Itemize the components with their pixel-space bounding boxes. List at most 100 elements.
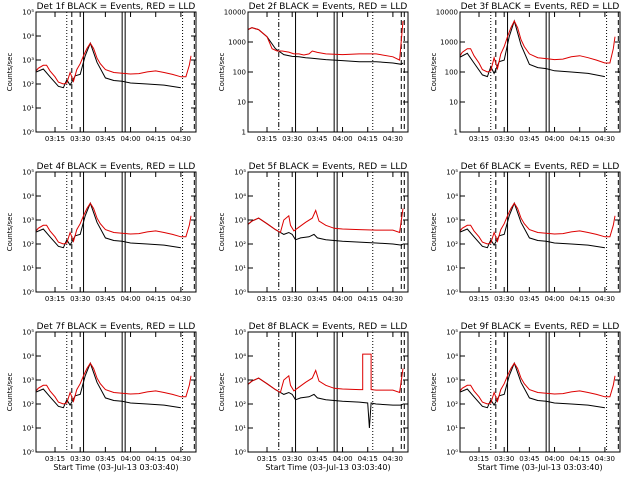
y-tick-label: 10¹ — [234, 425, 246, 433]
panel-4: Det 4f BLACK = Events, RED = LLD 10⁰ 10¹ 10… — [6, 162, 197, 303]
x-axis-label: Start Time (03-Jul-13 03:03:40) — [53, 463, 178, 472]
y-tick-label: 10² — [234, 241, 246, 249]
x-tick-label: 04:00 — [544, 135, 564, 143]
y-tick-label: 10⁵ — [22, 9, 34, 17]
y-tick-label: 10¹ — [22, 425, 34, 433]
y-tick-label: 1 — [242, 129, 246, 137]
y-tick-label: 1 — [454, 129, 458, 137]
panel-title: Det 6f BLACK = Events, RED = LLD — [461, 162, 620, 172]
plot-frame — [247, 331, 409, 453]
lld-series-line — [460, 202, 616, 245]
y-tick-label: 10³ — [22, 377, 34, 385]
y-tick-label: 10⁴ — [446, 193, 458, 201]
marker-lines — [66, 172, 195, 292]
y-tick-label: 10⁵ — [22, 169, 34, 177]
y-tick-label: 10⁵ — [234, 169, 246, 177]
x-tick-label: 04:00 — [544, 295, 564, 303]
y-axis-label: Counts/sec — [6, 53, 14, 92]
y-tick-label: 10⁰ — [22, 129, 34, 137]
plot-frame — [35, 331, 197, 453]
y-axis-label: Counts/sec — [6, 373, 14, 412]
y-tick-label: 10⁰ — [22, 289, 34, 297]
panel-title: Det 2f BLACK = Events, RED = LLD — [249, 2, 408, 12]
panel-2: Det 2f BLACK = Events, RED = LLD 1 10 100 10… — [218, 2, 409, 143]
y-tick-label: 10² — [446, 241, 458, 249]
y-tick-label: 10² — [22, 401, 34, 409]
x-tick-label: 04:15 — [358, 135, 378, 143]
y-tick-label: 1000 — [440, 39, 458, 47]
events-series-line — [36, 361, 181, 409]
events-series-line — [248, 217, 404, 246]
events-series-line — [36, 41, 181, 89]
y-tick-label: 10³ — [446, 217, 458, 225]
x-tick-label: 04:00 — [120, 455, 140, 463]
panel-title: Det 8f BLACK = Events, RED = LLD — [249, 322, 408, 332]
y-tick-label: 10¹ — [22, 105, 34, 113]
x-tick-label: 03:30 — [282, 295, 302, 303]
y-tick-label: 10⁰ — [22, 449, 34, 457]
y-tick-label: 10⁵ — [22, 329, 34, 337]
y-tick-label: 10² — [22, 241, 34, 249]
x-tick-label: 03:30 — [282, 455, 302, 463]
marker-lines — [278, 332, 405, 452]
x-tick-label: 03:15 — [45, 295, 65, 303]
y-tick-label: 10⁴ — [22, 33, 34, 41]
events-series-line — [460, 19, 605, 78]
y-tick-label: 10³ — [446, 377, 458, 385]
x-tick-label: 03:15 — [469, 455, 489, 463]
panel-title: Det 9f BLACK = Events, RED = LLD — [461, 322, 620, 332]
lld-series-line — [460, 362, 616, 405]
x-tick-label: 04:15 — [146, 135, 166, 143]
y-tick-label: 10³ — [22, 57, 34, 65]
lld-series-line — [248, 353, 404, 394]
y-tick-label: 10² — [22, 81, 34, 89]
x-tick-label: 04:00 — [332, 135, 352, 143]
x-tick-label: 03:45 — [307, 455, 327, 463]
x-tick-label: 04:00 — [332, 295, 352, 303]
x-axis-label: Start Time (03-Jul-13 03:03:40) — [265, 463, 390, 472]
events-series-line — [248, 27, 404, 65]
y-tick-label: 10⁵ — [446, 329, 458, 337]
panel-title: Det 1f BLACK = Events, RED = LLD — [37, 2, 196, 12]
x-tick-label: 03:30 — [494, 455, 514, 463]
y-tick-label: 10¹ — [22, 265, 34, 273]
x-tick-label: 04:30 — [595, 455, 615, 463]
y-tick-label: 10¹ — [446, 425, 458, 433]
y-tick-label: 10⁴ — [446, 353, 458, 361]
panel-8: Det 8f BLACK = Events, RED = LLD 10⁰ 10¹ 10… — [218, 322, 409, 472]
y-tick-label: 10 — [449, 99, 458, 107]
y-tick-label: 10⁵ — [446, 169, 458, 177]
plot-frame — [459, 11, 621, 133]
x-tick-label: 03:45 — [95, 295, 115, 303]
y-tick-label: 10⁴ — [22, 193, 34, 201]
marker-lines — [490, 332, 619, 452]
plot-frame — [247, 11, 409, 133]
marker-lines — [66, 332, 195, 452]
x-tick-label: 04:15 — [146, 455, 166, 463]
x-tick-label: 04:15 — [570, 135, 590, 143]
y-tick-label: 10⁰ — [234, 289, 246, 297]
x-tick-label: 03:30 — [70, 135, 90, 143]
x-tick-label: 04:30 — [383, 135, 403, 143]
x-tick-label: 04:30 — [383, 455, 403, 463]
x-tick-label: 03:15 — [257, 455, 277, 463]
x-tick-label: 03:45 — [307, 295, 327, 303]
panel-9: Det 9f BLACK = Events, RED = LLD 10⁰ 10¹ 10… — [430, 322, 621, 472]
x-tick-label: 04:30 — [595, 295, 615, 303]
events-series-line — [460, 361, 605, 409]
lld-series-line — [36, 202, 192, 245]
y-axis-label: Counts/sec — [430, 213, 438, 252]
y-tick-label: 10³ — [234, 217, 246, 225]
x-tick-label: 03:30 — [494, 295, 514, 303]
x-tick-label: 03:15 — [45, 455, 65, 463]
y-tick-label: 10⁴ — [22, 353, 34, 361]
y-tick-label: 10⁰ — [234, 449, 246, 457]
y-tick-label: 10³ — [234, 377, 246, 385]
x-tick-label: 03:45 — [95, 135, 115, 143]
x-tick-label: 04:00 — [120, 295, 140, 303]
y-tick-label: 10² — [234, 401, 246, 409]
y-axis-label: Counts/sec — [6, 213, 14, 252]
panel-title: Det 5f BLACK = Events, RED = LLD — [249, 162, 408, 172]
panel-title: Det 3f BLACK = Events, RED = LLD — [461, 2, 620, 12]
